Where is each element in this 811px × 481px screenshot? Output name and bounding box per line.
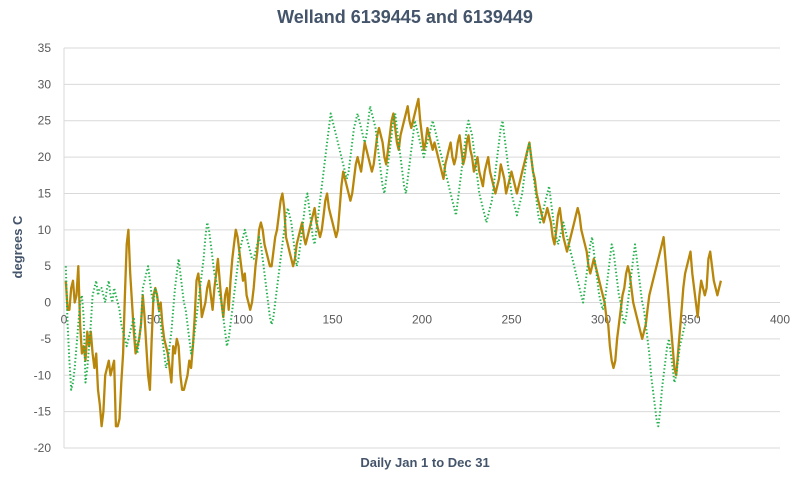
- y-tick-label: 15: [38, 186, 52, 200]
- y-tick-label: -5: [40, 332, 51, 346]
- x-tick-label: 100: [233, 313, 253, 327]
- x-tick-label: 150: [322, 313, 342, 327]
- x-axis-title: Daily Jan 1 to Dec 31: [360, 455, 489, 470]
- chart-title: Welland 6139445 and 6139449: [277, 7, 533, 27]
- x-tick-label: 0: [61, 313, 68, 327]
- y-tick-label: 35: [38, 41, 52, 55]
- x-tick-label: 200: [412, 313, 432, 327]
- series-line-2: [64, 105, 687, 428]
- series-line-1: [64, 97, 723, 428]
- y-tick-label: -10: [34, 368, 52, 382]
- y-tick-label: -15: [34, 405, 52, 419]
- x-tick-label: 350: [680, 313, 700, 327]
- y-tick-label: 10: [38, 223, 52, 237]
- y-tick-label: 30: [38, 77, 52, 91]
- y-tick-label: 0: [44, 296, 51, 310]
- grid-lines: [63, 47, 780, 449]
- x-tick-label: 250: [501, 313, 521, 327]
- data-series: [64, 97, 723, 428]
- x-tick-labels: 0 50 100 150 200 250 300 350 400: [61, 313, 791, 327]
- y-axis-title: degrees C: [10, 215, 25, 278]
- y-tick-label: 5: [44, 259, 51, 273]
- y-tick-label: -20: [34, 441, 52, 455]
- x-tick-label: 400: [770, 313, 790, 327]
- y-tick-label: 20: [38, 150, 52, 164]
- x-tick-label: 50: [147, 313, 161, 327]
- y-tick-label: 25: [38, 114, 52, 128]
- y-tick-labels: -20 -15 -10 -5 0 5 10 15 20 25 30 35: [34, 41, 52, 455]
